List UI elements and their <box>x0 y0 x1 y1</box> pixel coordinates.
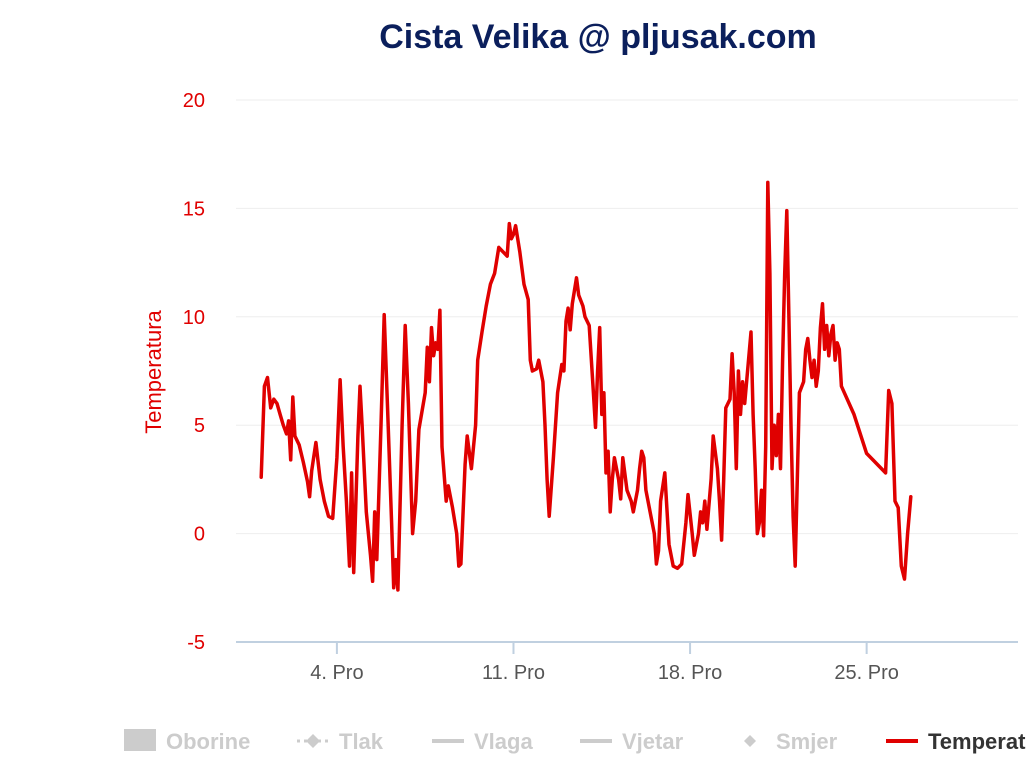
y-tick-label: 10 <box>183 307 205 329</box>
legend-item-vjetar[interactable]: Vjetar <box>580 729 684 754</box>
legend-item-oborine[interactable]: Oborine <box>124 729 250 754</box>
x-tick-label: 11. Pro <box>482 662 545 684</box>
legend-item-smjer[interactable]: Smjer <box>744 729 838 754</box>
x-tick-label: 4. Pro <box>310 662 363 684</box>
y-tick-label: 5 <box>194 415 205 437</box>
legend-label: Smjer <box>776 729 838 754</box>
gridlines <box>236 99 1018 535</box>
legend: Oborine Tlak Vlaga Vjetar Smjer Temperat <box>124 729 1026 754</box>
x-axis: 4. Pro 11. Pro 18. Pro 25. Pro <box>236 641 1018 684</box>
y-tick-label: 0 <box>194 524 205 546</box>
legend-label: Oborine <box>166 729 250 754</box>
legend-label: Vlaga <box>474 729 533 754</box>
series-layer <box>259 180 913 592</box>
legend-item-vlaga[interactable]: Vlaga <box>432 729 533 754</box>
legend-label: Tlak <box>339 729 384 754</box>
y-tick-label: 15 <box>183 198 205 220</box>
y-tick-label: 20 <box>183 90 205 112</box>
legend-label: Vjetar <box>622 729 684 754</box>
x-tick-label: 25. Pro <box>834 662 898 684</box>
chart-title: Cista Velika @ pljusak.com <box>379 18 817 56</box>
legend-label: Temperat <box>928 729 1026 754</box>
y-tick-label: -5 <box>187 632 205 654</box>
legend-box-icon <box>124 729 156 751</box>
y-axis: -5 0 5 10 15 20 <box>183 90 205 654</box>
legend-diamond-icon <box>744 735 756 747</box>
legend-diamond-icon <box>306 734 320 748</box>
x-tick-label: 18. Pro <box>658 662 722 684</box>
series-line-temperatura <box>259 180 913 592</box>
legend-item-temperat[interactable]: Temperat <box>886 729 1026 754</box>
legend-item-tlak[interactable]: Tlak <box>297 729 384 754</box>
y-axis-label: Temperatura <box>141 309 166 433</box>
